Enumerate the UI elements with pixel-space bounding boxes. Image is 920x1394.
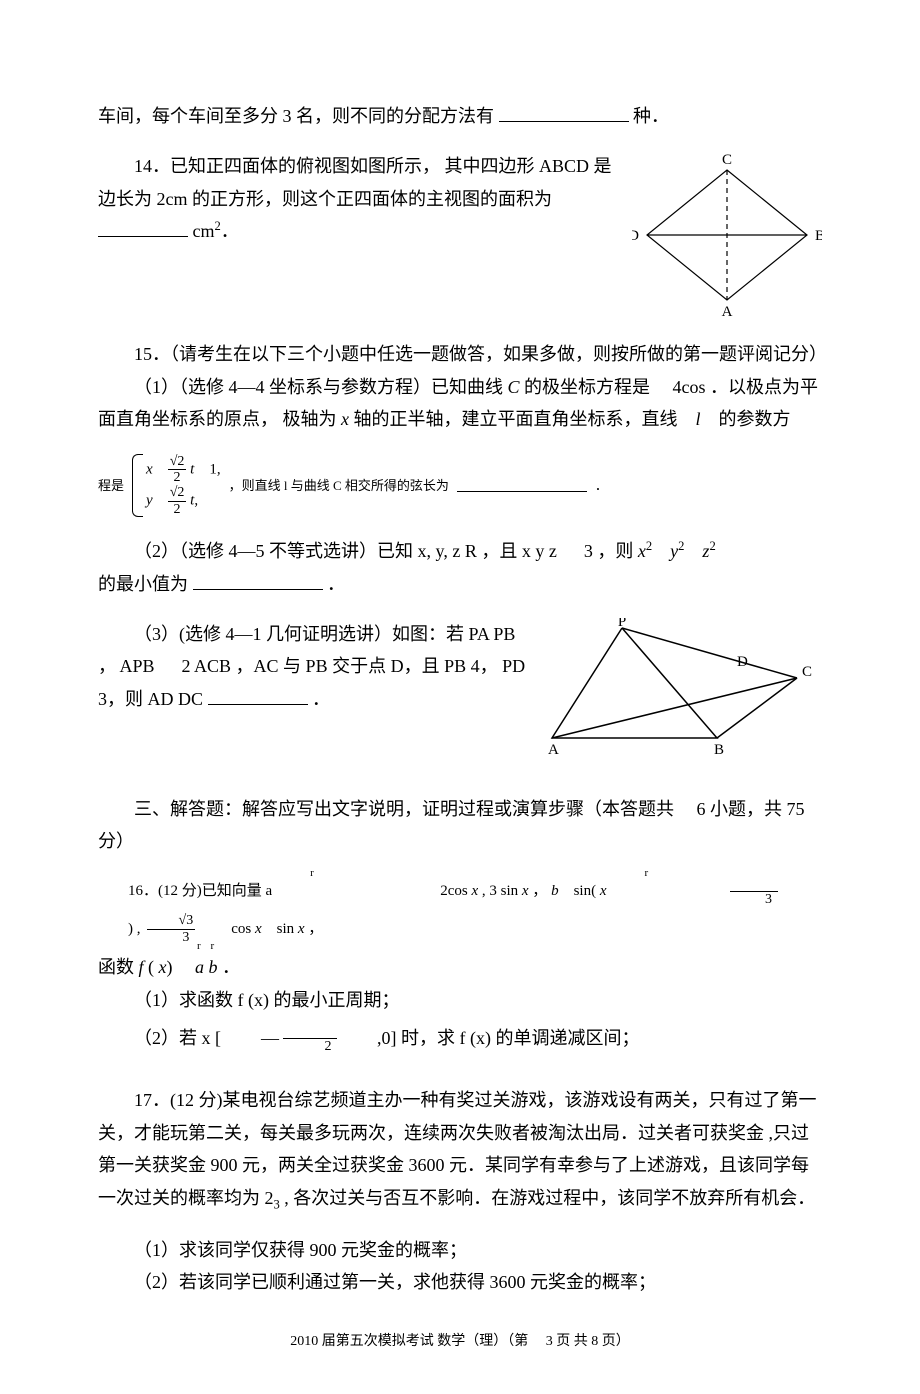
curve-c: C xyxy=(508,377,525,397)
blank xyxy=(208,687,308,705)
q16-sub2-b: ,0] 时，求 f (x) 的单调递减区间； xyxy=(341,1022,639,1054)
svg-text:P: P xyxy=(618,618,626,630)
svg-text:C: C xyxy=(722,152,732,168)
q15-p2-tail: ． xyxy=(327,574,345,594)
q15-p1-tail: ． xyxy=(595,474,608,497)
blank xyxy=(193,572,323,590)
footer-a: 2010 届第五次模拟考试 数学（理）（第 xyxy=(290,1334,528,1349)
svg-text:D: D xyxy=(737,654,748,670)
frac-pi2: 2 xyxy=(283,1022,337,1054)
q16-fn-text: 函数 f ( x) xyxy=(98,957,191,977)
q16-intro-line: 16．(12 分)已知向量 a 2cos x , 3 sin x ， b sin… xyxy=(98,876,822,946)
frac-pi3: 3 xyxy=(730,876,778,908)
q15-p2: （2）（选修 4—5 不等式选讲）已知 x, y, z R ，且 x y z 3… xyxy=(98,535,822,600)
svg-text:C: C xyxy=(802,664,812,680)
blank xyxy=(98,219,188,237)
q17-text-mid: , 各次过关与否互不影响．在游戏过程中，该同学不放弃所有机会． xyxy=(284,1188,815,1208)
q15-p2-b: 3 ，则 x xyxy=(584,541,646,561)
svg-text:B: B xyxy=(815,228,822,244)
q13-text-b: 种． xyxy=(633,106,669,126)
q16-mid2-a: ) , xyxy=(98,916,141,943)
triangle-pabc-diagram: P A B C D xyxy=(542,618,822,763)
q15-p1: （1）（选修 4—4 坐标系与参数方程）已知曲线 C 的极坐标方程是 4cos … xyxy=(98,371,822,436)
svg-text:B: B xyxy=(714,742,724,758)
q16-mid2-b: cos x sin x ， xyxy=(201,916,323,943)
square-exp: 2 xyxy=(215,219,221,233)
q13-tail: 车间，每个车间至多分 3 名，则不同的分配方法有 种． xyxy=(98,100,822,132)
q17-block: 17．(12 分)某电视台综艺频道主办一种有奖过关游戏，该游戏设有两关，只有过了… xyxy=(98,1084,822,1215)
q16-sub1: （1）求函数 f (x) 的最小正周期； xyxy=(98,984,822,1016)
page-footer: 2010 届第五次模拟考试 数学（理）（第 3 页 共 8 页） xyxy=(98,1329,822,1354)
q15-p3-sep xyxy=(159,656,177,676)
vec-ab-arrow2: b xyxy=(209,951,218,983)
q16-mid1: 2cos x , 3 sin x ， b sin( x xyxy=(410,878,606,905)
section3-heading: 三、解答题：解答应写出文字说明，证明过程或演算步骤（本答题共 6 小题，共 75… xyxy=(98,793,822,858)
frac-sqrt3-3: √33 xyxy=(147,913,196,945)
q15-p3-block: P A B C D （3）(选修 4—1 几何证明选讲）如图：若 PA PB ，… xyxy=(98,618,822,763)
q17-sub1: （1）求该同学仅获得 900 元奖金的概率； xyxy=(98,1234,822,1266)
q15-p3-figure: P A B C D xyxy=(542,618,822,763)
q14-block: C B A D 14．已知正四面体的俯视图如图所示， 其中四边形 ABCD 是边… xyxy=(98,150,822,320)
q15-p1-b-pre: 的极坐标方程是 xyxy=(524,377,650,397)
blank xyxy=(499,104,629,122)
q16-intro: 16．(12 分)已知向量 a xyxy=(98,878,272,905)
q14-text-a: 14．已知正四面体的俯视图如图所示， 其中四边形 ABCD 是边长为 2cm 的… xyxy=(98,156,612,208)
q16-fn: 函数 f ( x) a b ． xyxy=(98,951,822,983)
q15-p2-a: （2）（选修 4—5 不等式选讲）已知 x, y, z R ，且 x y z xyxy=(134,541,557,561)
q15-p1-a: （1）（选修 4—4 坐标系与参数方程）已知曲线 xyxy=(134,377,503,397)
svg-text:A: A xyxy=(548,742,559,758)
q16-sub2-neg: — xyxy=(225,1022,279,1054)
q15-p2-e: 的最小值为 xyxy=(98,574,188,594)
square-diagonals-diagram: C B A D xyxy=(632,150,822,320)
blank xyxy=(457,479,587,492)
q15-block: 15．（请考生在以下三个小题中任选一题做答，如果多做，则按所做的第一题评阅记分）… xyxy=(98,338,822,435)
q16-block: 16．(12 分)已知向量 a 2cos x , 3 sin x ， b sin… xyxy=(98,876,822,1055)
section3-a: 三、解答题：解答应写出文字说明，证明过程或演算步骤（本答题共 xyxy=(134,799,674,819)
q16-sub2-a: （2）若 x [ xyxy=(98,1022,221,1054)
q14-figure: C B A D xyxy=(632,150,822,320)
q14-unit: cm xyxy=(193,221,215,241)
vector-b-arrow xyxy=(613,878,658,905)
q13-text-a: 车间，每个车间至多分 3 名，则不同的分配方法有 xyxy=(98,106,494,126)
q15-p1-eq-line: 程是 x √22 t 1, y √22 t, ，则直线 l 与曲线 C 相交所得… xyxy=(98,454,822,518)
vec-ab-arrow: a xyxy=(195,951,204,983)
q17-sub2: （2）若该同学已顺利通过第一关，求他获得 3600 元奖金的概率； xyxy=(98,1266,822,1298)
param-eq-brace: x √22 t 1, y √22 t, xyxy=(132,454,221,518)
vector-a-arrow xyxy=(278,878,323,905)
q15-p1-eq-pre: 程是 xyxy=(98,474,124,497)
q17-frac-sub: 3 xyxy=(274,1197,280,1211)
q15-p3-tail: ． xyxy=(312,689,330,709)
q15-p2-sep xyxy=(561,541,579,561)
q16-sub2: （2）若 x [ — 2 ,0] 时，求 f (x) 的单调递减区间； xyxy=(98,1022,822,1054)
q15-p1-after: ，则直线 l 与曲线 C 相交所得的弦长为 xyxy=(229,474,449,497)
footer-b: 3 页 共 8 页） xyxy=(532,1334,630,1349)
svg-text:D: D xyxy=(632,228,639,244)
q15-intro: 15．（请考生在以下三个小题中任选一题做答，如果多做，则按所做的第一题评阅记分） xyxy=(98,338,822,370)
svg-text:A: A xyxy=(722,304,733,320)
